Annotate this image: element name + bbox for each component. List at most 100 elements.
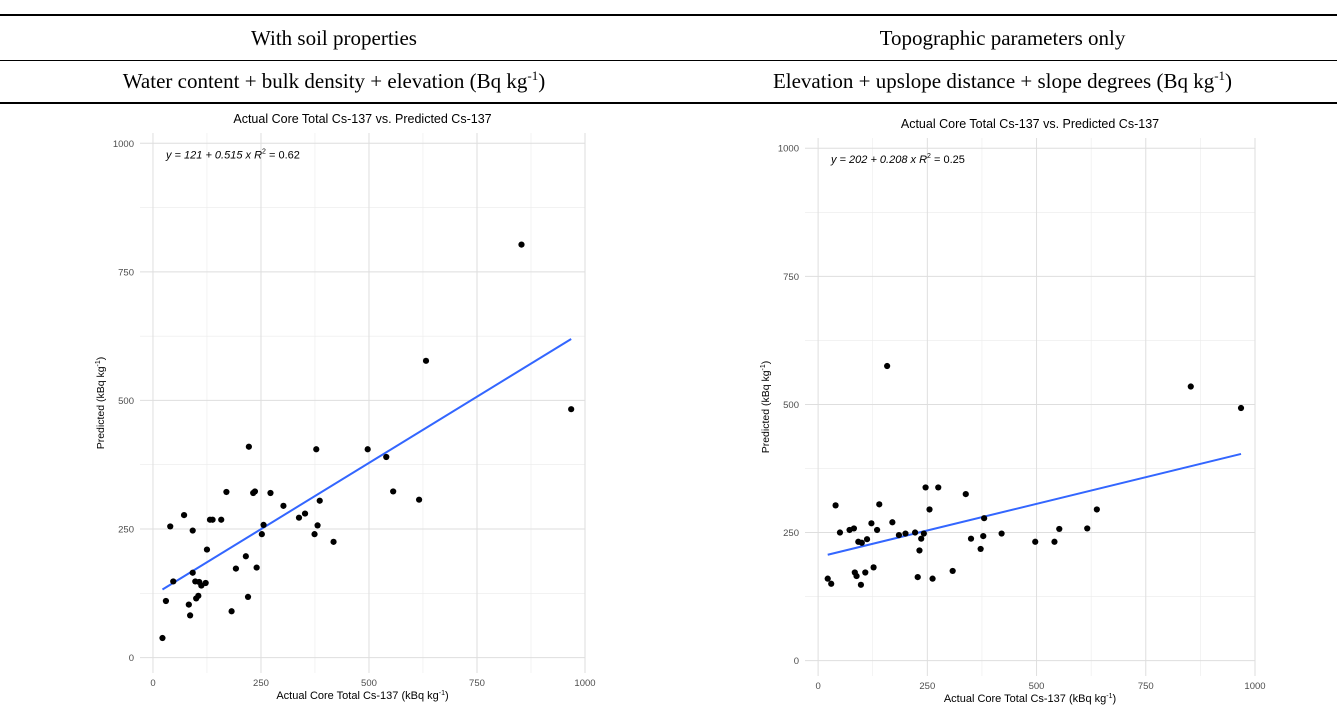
data-point <box>390 488 397 495</box>
data-point <box>902 530 909 537</box>
scatter-chart-topographic: Actual Core Total Cs-137 vs. Predicted C… <box>760 117 1266 705</box>
col2-model-sup: -1 <box>1214 68 1226 83</box>
data-point <box>253 564 260 571</box>
data-point <box>873 526 881 534</box>
y-tick-label: 1000 <box>778 144 799 155</box>
data-point <box>383 453 390 461</box>
col1-model-close: ) <box>538 69 546 93</box>
y-axis-label: Predicted (kBq kg-1) <box>95 357 107 450</box>
data-point <box>1032 538 1039 545</box>
data-point <box>1093 506 1100 513</box>
data-point <box>832 502 839 509</box>
data-point <box>260 521 267 528</box>
regression-equation: y = 202 + 0.208 x R2 = 0.25 <box>830 153 965 166</box>
data-point <box>824 575 831 582</box>
data-point <box>162 597 170 605</box>
data-point <box>1056 525 1063 533</box>
data-point <box>203 546 211 553</box>
x-tick-label: 250 <box>253 678 269 689</box>
data-point <box>422 357 430 364</box>
data-point <box>313 446 320 453</box>
data-point <box>857 581 865 588</box>
data-point <box>167 523 174 530</box>
x-tick-label: 0 <box>815 681 820 692</box>
x-tick-label: 250 <box>919 681 935 692</box>
data-point <box>853 572 860 580</box>
data-point <box>862 569 869 576</box>
data-point <box>858 539 865 546</box>
y-tick-label: 0 <box>794 656 799 667</box>
data-point <box>935 484 942 491</box>
data-point <box>195 592 202 599</box>
col1-model-text: Water content + bulk density + elevation… <box>122 69 528 93</box>
grid <box>805 138 1256 676</box>
data-point <box>836 529 844 536</box>
col2-model-label: Elevation + upslope distance + slope deg… <box>668 68 1337 94</box>
data-point <box>977 545 984 553</box>
data-point <box>311 531 318 538</box>
data-point <box>159 634 166 642</box>
data-point <box>258 531 265 538</box>
data-point <box>232 565 240 572</box>
data-point <box>518 241 525 248</box>
data-point <box>223 488 230 496</box>
data-point <box>187 612 194 619</box>
data-point <box>967 535 975 542</box>
col1-model-sup: -1 <box>527 68 539 83</box>
data-points <box>824 362 1245 588</box>
data-point <box>267 489 274 497</box>
data-point <box>929 575 936 582</box>
x-tick-label: 1000 <box>574 678 595 689</box>
data-points <box>159 241 575 642</box>
y-tick-label: 250 <box>783 528 799 539</box>
x-tick-label: 0 <box>150 678 155 689</box>
data-point <box>280 502 287 509</box>
data-point <box>245 443 252 450</box>
x-tick-label: 1000 <box>1244 681 1265 692</box>
data-point <box>981 515 988 522</box>
chart-title: Actual Core Total Cs-137 vs. Predicted C… <box>233 112 491 126</box>
grid <box>140 133 586 673</box>
data-point <box>889 519 896 526</box>
data-point <box>209 516 216 523</box>
x-axis-label: Actual Core Total Cs-137 (kBq kg-1) <box>276 690 448 702</box>
data-point <box>295 514 303 521</box>
regression-line <box>161 338 572 591</box>
data-point <box>189 527 196 534</box>
x-tick-label: 500 <box>1029 681 1045 692</box>
data-point <box>911 529 919 536</box>
data-point <box>998 530 1005 537</box>
data-point <box>916 547 923 554</box>
data-point <box>870 564 877 571</box>
table-bottom-rule <box>0 102 1337 104</box>
y-tick-label: 0 <box>129 653 134 664</box>
y-tick-label: 500 <box>118 396 134 407</box>
data-point <box>330 538 337 545</box>
x-tick-label: 750 <box>469 678 485 689</box>
data-point <box>922 484 929 491</box>
x-tick-label: 500 <box>361 678 377 689</box>
y-tick-label: 250 <box>118 525 134 536</box>
data-point <box>914 574 921 581</box>
table-mid-rule <box>0 60 1337 61</box>
data-point <box>316 497 323 504</box>
data-point <box>251 488 259 495</box>
data-point <box>920 530 927 537</box>
data-point <box>828 580 835 587</box>
data-point <box>170 578 177 585</box>
scatter-chart-soil-properties: Actual Core Total Cs-137 vs. Predicted C… <box>95 112 596 702</box>
data-point <box>180 512 188 519</box>
x-tick-label: 750 <box>1138 681 1154 692</box>
data-point <box>185 601 192 608</box>
data-point <box>868 520 875 527</box>
col2-model-close: ) <box>1225 69 1233 93</box>
x-axis-label: Actual Core Total Cs-137 (kBq kg-1) <box>944 693 1116 705</box>
y-tick-label: 750 <box>118 267 134 278</box>
data-point <box>415 496 423 503</box>
col2-model-text: Elevation + upslope distance + slope deg… <box>772 69 1215 93</box>
data-point <box>242 553 249 560</box>
chart-title: Actual Core Total Cs-137 vs. Predicted C… <box>901 117 1159 131</box>
data-point <box>895 531 903 539</box>
col1-model-label: Water content + bulk density + elevation… <box>0 68 668 94</box>
regression-equation: y = 121 + 0.515 x R2 = 0.62 <box>165 148 300 161</box>
